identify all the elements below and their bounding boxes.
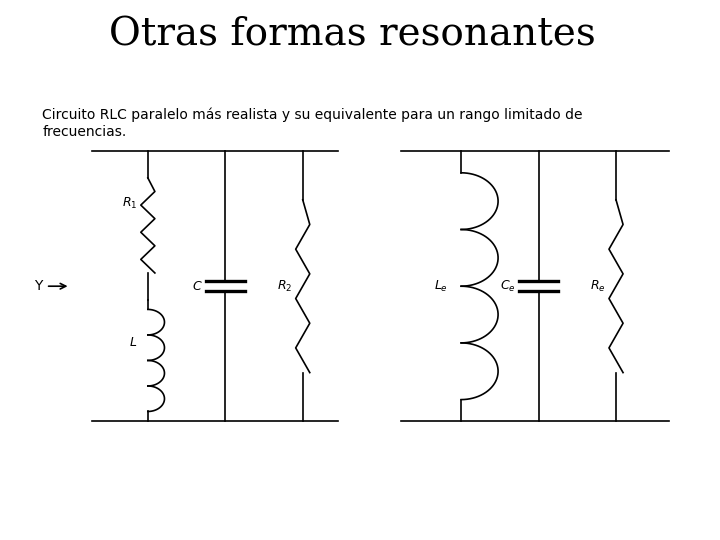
Text: $L_e$: $L_e$: [434, 279, 449, 294]
Text: Otras formas resonantes: Otras formas resonantes: [109, 16, 595, 53]
Text: Y: Y: [35, 279, 43, 293]
Text: $C_e$: $C_e$: [500, 279, 516, 294]
Text: $R_e$: $R_e$: [590, 279, 606, 294]
Text: $R_2$: $R_2$: [277, 279, 292, 294]
Text: $R_1$: $R_1$: [122, 195, 138, 211]
Text: $L$: $L$: [129, 336, 138, 349]
Text: $C$: $C$: [192, 280, 203, 293]
Text: Circuito RLC paralelo más realista y su equivalente para un rango limitado de
fr: Circuito RLC paralelo más realista y su …: [42, 108, 582, 139]
